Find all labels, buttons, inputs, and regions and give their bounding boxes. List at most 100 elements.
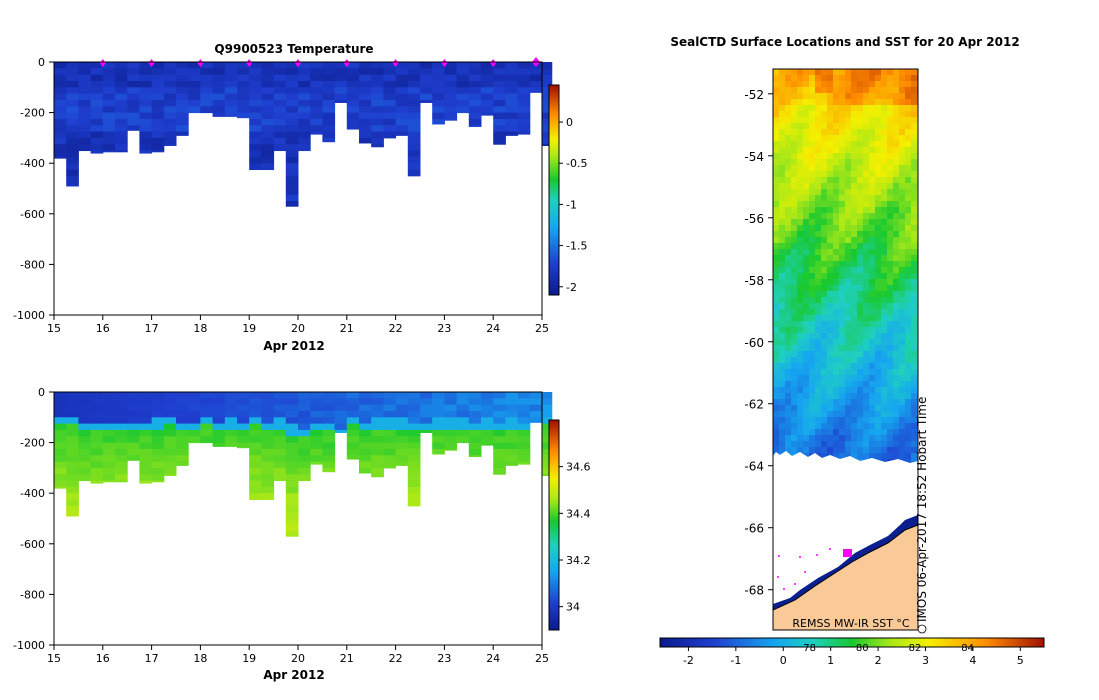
salinity-colorbar <box>548 419 560 631</box>
temperature-cell <box>371 74 384 82</box>
sst-cell <box>797 147 803 153</box>
temperature-cell <box>322 87 336 95</box>
y-tick-label: -600 <box>20 208 45 221</box>
sst-cell <box>875 201 881 207</box>
temperature-cell <box>407 112 421 120</box>
salinity-cell <box>468 410 482 418</box>
sst-cell <box>773 177 779 183</box>
sst-cell <box>863 297 869 303</box>
salinity-cell <box>322 461 336 469</box>
sst-cell <box>839 171 845 177</box>
sst-cell <box>839 405 845 411</box>
sst-cell <box>839 453 845 459</box>
sst-cell <box>797 93 803 99</box>
salinity-cell <box>310 404 323 412</box>
sst-cell <box>821 171 827 177</box>
salinity-cell <box>151 474 165 482</box>
sst-cell <box>887 291 893 297</box>
sst-cell <box>893 393 899 399</box>
sst-cell <box>797 69 803 75</box>
sst-cell <box>773 255 779 261</box>
salinity-cell <box>249 423 262 431</box>
sst-cell <box>773 261 779 267</box>
sst-cell <box>797 207 803 213</box>
salinity-cell <box>127 423 140 431</box>
temperature-cell <box>322 131 336 139</box>
sst-cell <box>779 231 785 237</box>
sst-cell <box>821 333 827 339</box>
salinity-cell <box>322 398 336 406</box>
x-tick-label: 16 <box>96 322 110 335</box>
sst-cell <box>779 261 785 267</box>
salinity-cell <box>66 480 79 488</box>
salinity-cell <box>346 398 360 406</box>
salinity-x-ticks: 15 16 17 18 19 20 21 22 23 24 25 <box>47 645 549 665</box>
sst-cell <box>875 423 881 429</box>
temperature-cell <box>395 131 409 136</box>
sst-cell <box>791 165 797 171</box>
sst-cell <box>791 405 797 411</box>
temperature-cell <box>346 118 360 126</box>
sst-cell <box>821 153 827 159</box>
salinity-cell <box>517 455 531 463</box>
temperature-cell <box>163 131 177 139</box>
sst-cell <box>863 111 869 117</box>
sst-cell <box>803 195 809 201</box>
salinity-cell <box>273 410 287 418</box>
sst-cell <box>869 243 875 249</box>
sst-cell <box>869 279 875 285</box>
sst-cell <box>899 291 905 297</box>
temperature-cell <box>200 106 214 114</box>
temperature-cell <box>102 87 116 95</box>
sst-map-frame <box>772 68 919 631</box>
temperature-cell <box>285 194 299 202</box>
sst-cell <box>881 411 887 417</box>
sst-cell <box>773 375 779 381</box>
sst-cell <box>881 165 887 171</box>
sst-cell <box>875 417 881 423</box>
sst-cell <box>821 351 827 357</box>
salinity-cell <box>407 499 421 507</box>
temperature-cell <box>517 74 531 82</box>
sst-cell <box>809 411 815 417</box>
sst-cell <box>899 423 905 429</box>
sst-cell <box>827 165 833 171</box>
salinity-cell <box>90 455 104 463</box>
sst-cell <box>875 243 881 249</box>
temperature-cell <box>359 106 372 114</box>
sst-cell <box>791 93 797 99</box>
sst-cell <box>845 69 851 75</box>
sst-cell <box>797 117 803 123</box>
salinity-cell <box>66 486 79 494</box>
sst-cell <box>773 117 779 123</box>
sst-cell <box>839 285 845 291</box>
salinity-cell <box>285 448 299 456</box>
sst-cell <box>875 213 881 219</box>
sst-cell <box>869 333 875 339</box>
salinity-cell <box>78 410 92 418</box>
temperature-cell <box>102 137 116 145</box>
salinity-cell <box>505 423 519 431</box>
sst-cell <box>797 399 803 405</box>
salinity-cell <box>115 455 128 463</box>
temperature-cell <box>176 68 189 76</box>
sst-cell <box>881 159 887 165</box>
sst-cell <box>797 363 803 369</box>
sst-cell <box>833 357 839 363</box>
salinity-cell <box>298 404 311 412</box>
temperature-cell <box>493 131 506 139</box>
sst-cell <box>815 339 821 345</box>
sst-cell <box>899 327 905 333</box>
sst-cell <box>797 297 803 303</box>
sst-cell <box>773 381 779 387</box>
sst-cell <box>875 261 881 267</box>
salinity-cell <box>542 461 553 469</box>
sst-cell <box>785 129 791 135</box>
sst-cell <box>851 243 857 249</box>
sst-cell <box>893 399 899 405</box>
sst-cell <box>875 99 881 105</box>
temperature-cell <box>66 144 79 152</box>
sst-cell <box>911 213 917 219</box>
sst-cell <box>821 117 827 123</box>
salinity-cell <box>371 392 384 399</box>
